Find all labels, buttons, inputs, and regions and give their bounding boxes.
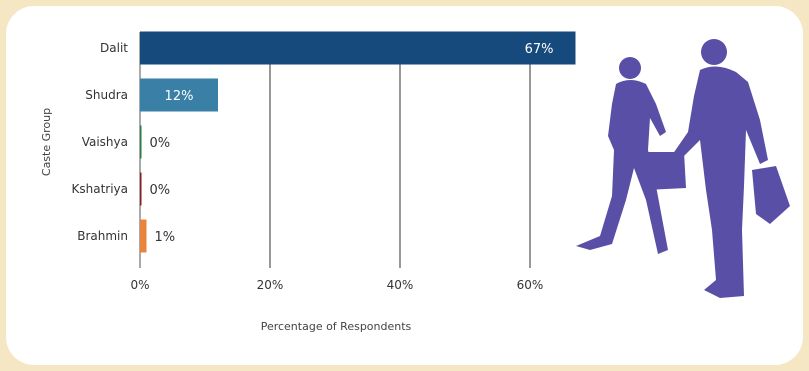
category-label: Vaishya bbox=[82, 135, 128, 149]
data-label: 0% bbox=[150, 183, 171, 198]
category-label: Dalit bbox=[100, 41, 128, 55]
category-label: Shudra bbox=[85, 88, 128, 102]
data-label: 0% bbox=[150, 136, 171, 151]
data-label: 1% bbox=[155, 230, 176, 245]
y-axis-title: Caste Group bbox=[40, 108, 53, 176]
x-tick-label: 60% bbox=[517, 278, 544, 292]
bar-dalit bbox=[140, 31, 576, 65]
bar-kshatriya bbox=[140, 172, 142, 206]
category-label: Kshatriya bbox=[71, 182, 128, 196]
category-label: Brahmin bbox=[77, 229, 128, 243]
data-label: 67% bbox=[525, 42, 554, 57]
bar-chart: 0% 20% 40% 60% Dalit 67% Shudra 12% Vaishya 0% Ksh… bbox=[40, 31, 790, 333]
bar-vaishya bbox=[140, 125, 142, 159]
x-tick-label: 20% bbox=[257, 278, 284, 292]
gridlines bbox=[139, 32, 531, 268]
labels: 0% 20% 40% 60% Dalit 67% Shudra 12% Vaishya 0% Ksh… bbox=[71, 41, 553, 292]
x-axis-title: Percentage of Respondents bbox=[261, 320, 412, 333]
bars bbox=[140, 31, 576, 253]
x-tick-label: 0% bbox=[130, 278, 149, 292]
chart-card: 0% 20% 40% 60% Dalit 67% Shudra 12% Vaishya 0% Ksh… bbox=[6, 6, 803, 365]
silhouette-people-walking-icon bbox=[576, 39, 790, 298]
bar-brahmin bbox=[140, 219, 147, 253]
data-label: 12% bbox=[165, 89, 194, 104]
bar-shudra bbox=[140, 78, 218, 112]
x-tick-label: 40% bbox=[387, 278, 414, 292]
